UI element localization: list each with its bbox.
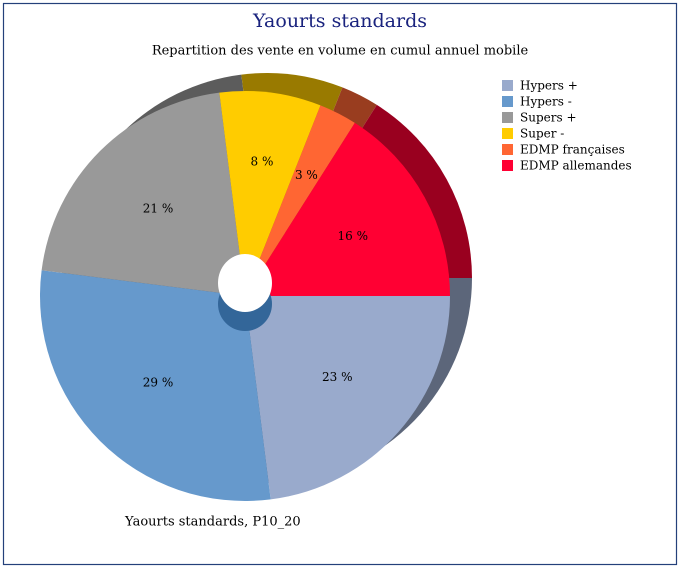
slice [219, 90, 321, 296]
legend-swatch [502, 96, 513, 107]
chart-title: Yaourts standards [252, 10, 427, 32]
data-label: 8 % [251, 154, 274, 168]
legend-label: Hypers - [520, 95, 572, 109]
legend-swatch [502, 160, 513, 171]
slice [245, 122, 450, 296]
legend-swatch [502, 144, 513, 155]
legend-label: EDMP françaises [520, 143, 625, 157]
slice [41, 92, 245, 296]
legend-label: Super - [520, 127, 564, 141]
legend-swatch [502, 80, 513, 91]
legend-label: EDMP allemandes [520, 159, 632, 173]
data-label: 21 % [143, 202, 174, 216]
legend-swatch [502, 112, 513, 123]
data-label: 23 % [322, 370, 353, 384]
slice [245, 296, 450, 500]
data-label: 16 % [338, 229, 369, 243]
legend-label: Hypers + [520, 79, 578, 93]
legend-swatch [502, 128, 513, 139]
chart-subtitle: Repartition des vente en volume en cumul… [152, 44, 529, 59]
data-label: 29 % [143, 375, 174, 389]
data-label: 3 % [295, 168, 318, 182]
caption: Yaourts standards, P10_20 [124, 515, 301, 530]
slice [245, 105, 355, 297]
legend-label: Supers + [520, 111, 577, 125]
slice [39, 270, 271, 501]
hole [218, 254, 272, 312]
